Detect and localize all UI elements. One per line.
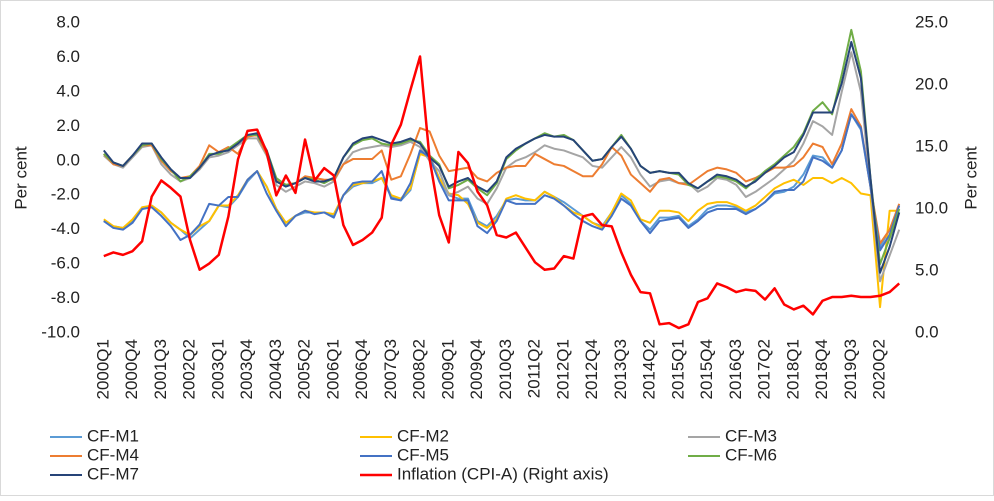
x-tick-label: 2011Q2: [525, 339, 544, 398]
legend-label: CF-M7: [87, 464, 139, 483]
series-line: [103, 51, 901, 283]
y2-tick-label: 20.0: [915, 74, 948, 93]
y-tick-label: 8.0: [56, 12, 80, 31]
y-tick-label: -2.0: [51, 185, 80, 204]
x-tick-label: 2020Q2: [870, 339, 889, 400]
x-tick-label: 2014Q2: [640, 339, 659, 400]
series-line: [103, 113, 901, 252]
legend-label: CF-M6: [725, 445, 777, 464]
y2-axis-title: Per cent: [961, 146, 980, 210]
x-tick-label: 2006Q4: [352, 339, 371, 400]
x-tick-label: 2006Q1: [323, 339, 342, 400]
y-tick-label: 4.0: [56, 81, 80, 100]
x-tick-label: 2003Q4: [237, 339, 256, 400]
y-tick-label: -4.0: [51, 219, 80, 238]
x-tick-label: 2016Q3: [726, 339, 745, 400]
legend-label: CF-M3: [725, 426, 777, 445]
y2-tick-label: 5.0: [915, 260, 939, 279]
x-tick-label: 2001Q3: [151, 339, 170, 400]
y2-tick-label: 10.0: [915, 198, 948, 217]
x-tick-label: 2003Q1: [208, 339, 227, 400]
y2-tick-label: 15.0: [915, 136, 948, 155]
y2-tick-label: 25.0: [915, 12, 948, 31]
legend-label: CF-M5: [397, 445, 449, 464]
y-tick-label: 6.0: [56, 47, 80, 66]
y-tick-label: 0.0: [56, 150, 80, 169]
x-tick-label: 2015Q1: [668, 339, 687, 400]
x-tick-label: 2018Q1: [783, 339, 802, 400]
x-tick-label: 2015Q4: [697, 339, 716, 400]
legend-label: Inflation (CPI-A) (Right axis): [397, 464, 609, 483]
legend-label: CF-M2: [397, 426, 449, 445]
x-tick-label: 2005Q2: [295, 339, 314, 400]
x-tick-label: 2012Q1: [553, 339, 572, 400]
x-tick-label: 2009Q4: [467, 339, 486, 400]
series-line: [103, 40, 901, 274]
x-tick-label: 2010Q3: [496, 339, 515, 400]
x-tick-label: 2007Q3: [381, 339, 400, 400]
y-tick-label: 2.0: [56, 116, 80, 135]
x-tick-label: 2009Q1: [438, 339, 457, 400]
x-tick-label: 2002Q2: [180, 339, 199, 400]
y-tick-label: -10.0: [41, 322, 80, 341]
series-line: [103, 55, 901, 330]
x-tick-label: 2018Q4: [812, 339, 831, 400]
x-tick-label: 2000Q1: [93, 339, 112, 400]
x-tick-label: 2008Q2: [410, 339, 429, 400]
x-tick-label: 2017Q2: [755, 339, 774, 400]
x-tick-label: 2004Q3: [266, 339, 285, 400]
y-tick-label: -8.0: [51, 288, 80, 307]
legend-label: CF-M4: [87, 445, 139, 464]
x-tick-label: 2000Q4: [122, 339, 141, 400]
x-tick-label: 2019Q3: [841, 339, 860, 400]
y-tick-label: -6.0: [51, 254, 80, 273]
x-tick-label: 2012Q4: [582, 339, 601, 400]
y-axis-title: Per cent: [11, 146, 30, 210]
legend-label: CF-M1: [87, 426, 139, 445]
y2-tick-label: 0.0: [915, 322, 939, 341]
x-tick-label: 2013Q3: [611, 339, 630, 400]
